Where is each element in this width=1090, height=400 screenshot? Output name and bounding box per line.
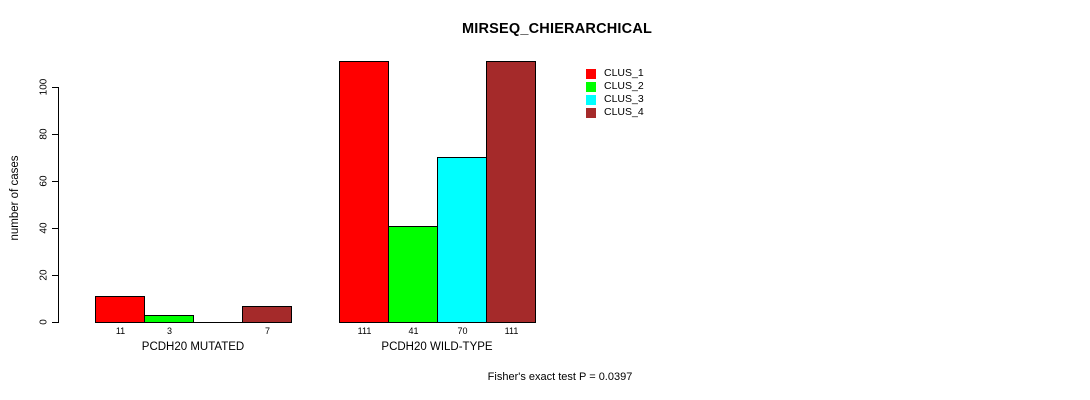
bar-value-label: 3 [166, 326, 173, 336]
legend-swatch [586, 68, 596, 79]
bar [388, 226, 438, 323]
bar-value-label: 111 [357, 326, 372, 336]
bar-value-label: 41 [408, 326, 419, 336]
y-axis-label: number of cases [9, 155, 21, 241]
legend-item: CLUS_2 [586, 80, 644, 93]
fisher-test-note: Fisher's exact test P = 0.0397 [487, 371, 633, 383]
bar [242, 306, 292, 323]
group-label: PCDH20 MUTATED [141, 341, 245, 353]
y-tick-mark [52, 87, 58, 88]
bar [144, 315, 194, 323]
y-tick-mark [52, 322, 58, 323]
bar [95, 296, 145, 323]
legend-label: CLUS_2 [604, 80, 644, 92]
legend-item: CLUS_4 [586, 106, 644, 119]
legend: CLUS_1 CLUS_2 CLUS_3 CLUS_4 [586, 67, 644, 119]
y-tick-label: 60 [38, 175, 50, 187]
y-tick-mark [52, 181, 58, 182]
legend-swatch [586, 94, 596, 105]
legend-swatch [586, 107, 596, 118]
zero-height-bar [193, 322, 243, 323]
legend-label: CLUS_1 [604, 67, 644, 79]
bar-value-label: 7 [264, 326, 271, 336]
legend-item: CLUS_1 [586, 67, 644, 80]
y-tick-label: 40 [38, 222, 50, 234]
bar-value-label: 11 [115, 326, 126, 336]
chart-title: MIRSEQ_CHIERARCHICAL [461, 21, 653, 37]
bar-value-label: 70 [457, 326, 468, 336]
legend-swatch [586, 81, 596, 92]
legend-label: CLUS_3 [604, 93, 644, 105]
bar-value-label: 111 [504, 326, 519, 336]
bar [339, 61, 389, 323]
y-tick-mark [52, 275, 58, 276]
legend-label: CLUS_4 [604, 106, 644, 118]
group-label: PCDH20 WILD-TYPE [381, 341, 493, 353]
y-tick-mark [52, 134, 58, 135]
y-axis-line [58, 87, 59, 323]
legend-item: CLUS_3 [586, 93, 644, 106]
y-tick-label: 80 [38, 128, 50, 140]
bar [486, 61, 536, 323]
y-tick-label: 0 [38, 319, 50, 325]
y-tick-label: 20 [38, 269, 50, 281]
y-tick-label: 100 [38, 78, 50, 96]
y-tick-mark [52, 228, 58, 229]
bar [437, 157, 487, 323]
